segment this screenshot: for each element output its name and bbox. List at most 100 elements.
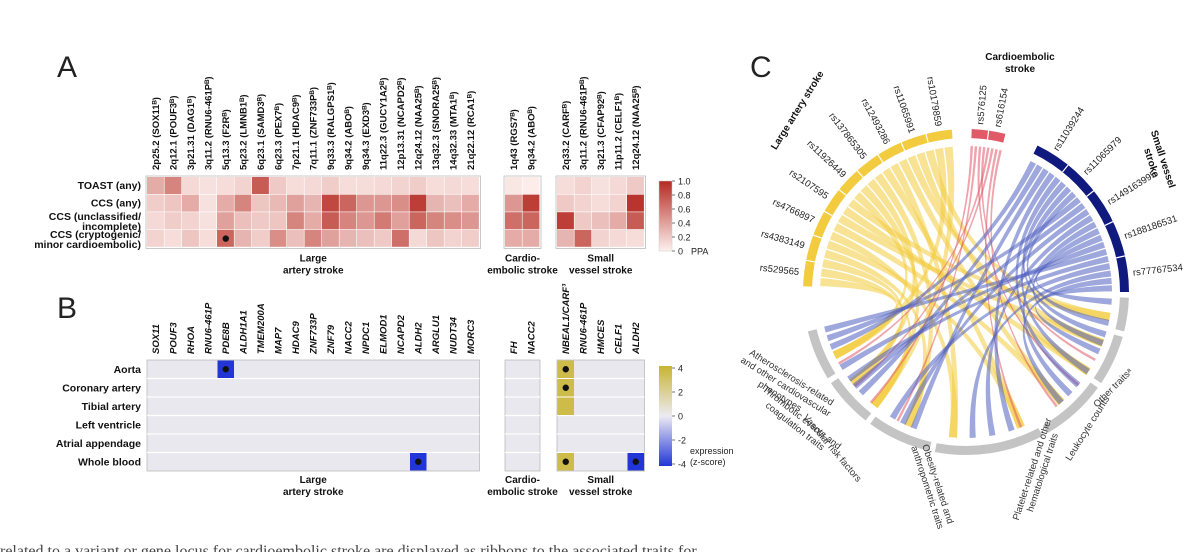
panel-c-snp-divider [1104,221,1114,226]
panel-c-snp-divider [986,130,990,140]
panel-a-column-label: 6q23.1 (SAMD3ᴮ) [256,94,267,170]
panel-c-trait-arc [807,329,836,379]
panel-a-row-label: CCS (unclassified/ [49,211,141,223]
panel-c-group-title: stroke [1005,64,1035,75]
panel-a-cell [444,229,462,247]
panel-a-cell [339,229,357,247]
panel-a-cell [357,212,374,230]
panel-a-group-label: embolic stroke [487,265,558,276]
panel-a-row-label: incomplete) [82,221,141,233]
panel-a-cell [627,229,644,247]
panel-a-cell [392,212,409,230]
panel-b-column-label: PDE8B [221,322,232,354]
panel-c-snp-label: rs12493286 [859,97,892,146]
panel-b-legend-tick-label: 0 [678,412,683,422]
panel-a-cell [147,212,164,230]
panel-a-cell [234,177,252,194]
panel-a-cell [252,229,269,247]
panel-a-cell [427,194,444,212]
panel-a-cell [609,212,627,230]
panel-a-column-label: 3p21.31 (DAG1ᴮ) [186,95,197,170]
panel-a-cell [427,229,444,247]
panel-c-letter: C [750,51,772,84]
panel-c-snp-divider [925,133,929,143]
panel-b-dot [222,366,229,373]
panel-a-cell [557,177,574,194]
panel-a-cell [339,177,357,194]
panel-a-cell [409,177,427,194]
panel-b-column-label: NPDC1 [361,322,372,354]
panel-a-column-label: 12q24.12 (NAA25ᴮ) [631,85,642,170]
panel-a-cell [147,177,164,194]
panel-a-cell [199,177,217,194]
panel-c-snp-divider [900,142,906,151]
panel-c-ribbon [839,241,1106,371]
panel-a-cell [627,212,644,230]
panel-a-cell [182,229,199,247]
panel-c-snp-divider [838,189,847,196]
panel-a-row-label: CCS (cryptogenic/ [50,229,141,241]
panel-b-group-label: Cardio- [505,475,540,486]
panel-c-snp-divider [1062,164,1069,173]
panel-c-trait-label: Vascular risk factors [800,412,863,484]
panel-c-ribbon [990,149,1058,408]
panel-c-ribbon [1015,176,1081,388]
panel-a-column-label: 9q34.2 (ABOᴮ) [343,106,354,170]
panel-a-cell [287,177,304,194]
panel-a-cell [609,229,627,247]
panel-c-trait-arc [870,416,932,451]
panel-a-legend-tick-label: 0.2 [678,233,691,243]
panel-b-group-label: Small [587,475,614,486]
panel-c-snp-divider [813,234,822,239]
panel-a-cell [269,177,287,194]
panel-a-cell [252,212,269,230]
panel-c-group-title: Cardioembolic [985,52,1055,63]
panel-a-cell [444,177,462,194]
panel-a-cell [147,194,164,212]
panel-c-ribbon [858,164,1043,396]
panel-b-column-label: NCAPD2 [396,314,407,354]
panel-b-dot [562,366,569,373]
panel-a-cell [322,194,339,212]
panel-c-ribbon [1022,221,1097,397]
panel-a-cell [357,177,374,194]
panel-a-cell [505,177,522,194]
panel-a-group-label: Small [587,253,614,264]
panel-b-column-label: HMCES [596,319,607,354]
panel-a-legend-tick-label: 0.4 [678,219,691,229]
panel-b-column-label: RNU6-461P [578,302,589,354]
panel-a-cell [462,177,479,194]
panel-a-cell [339,212,357,230]
panel-b-row-label: Atrial appendage [56,438,141,450]
panel-a-cell [164,229,182,247]
panel-a-column-label: 5q13.3 (F2Rᴮ) [221,109,232,170]
panel-b-legend-tick-label: 4 [678,364,683,374]
panel-c-ribbon [1032,228,1104,346]
panel-a-cell [522,177,540,194]
panel-c-snp-label: rs11926449 [804,138,847,180]
panel-b-legend-bar [659,366,672,466]
panel-b-legend-tick-label: -2 [678,436,686,446]
panel-a-cell [357,229,374,247]
panel-a-cell [287,212,304,230]
panel-c-snp-divider [1086,190,1095,197]
panel-b-row-label: Whole blood [78,456,141,468]
panel-a-cell [392,194,409,212]
panel-a-cell [199,229,217,247]
panel-a-cell [182,212,199,230]
panel-c-snp-label: rs11065979 [1081,135,1124,178]
panel-c-snp-divider [805,259,816,263]
panel-a-legend-tick-label: 0.6 [678,205,691,215]
panel-a-cell [252,194,269,212]
panel-b-column-label: NBEAL1/CARF³ [561,283,572,354]
panel-b-dot [415,458,422,465]
panel-c-snp-divider [824,210,833,217]
panel-b-column-label: ZNF733P [308,313,319,355]
panel-b-column-label: ZNF79 [326,324,337,355]
panel-a-column-label: 12p13.31 (NCAPD2ᴮ) [396,78,407,171]
panel-a-cell [592,229,609,247]
panel-c-ribbon [1035,285,1112,355]
panel-b-row-label: Tibial artery [82,401,141,413]
panel-c-ribbon [985,215,1094,437]
panel-a-column-label: 3q21.3 (CFAP92ᴮ) [596,91,607,170]
